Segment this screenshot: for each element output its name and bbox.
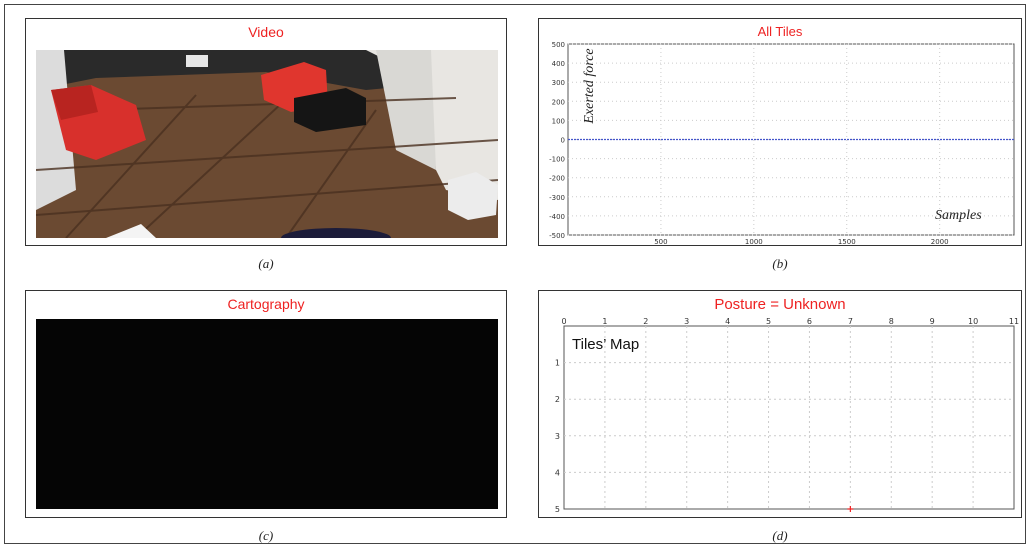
y-tick-label: -200 (549, 175, 565, 183)
x-tick-label: 5 (766, 317, 771, 326)
x-tick-label: 1000 (745, 238, 763, 246)
x-tick-label: 3 (684, 317, 689, 326)
y-tick-label: 1 (555, 359, 560, 368)
x-tick-label: 500 (654, 238, 667, 246)
cartography-title: Cartography (227, 296, 305, 312)
y-tick-label: -500 (549, 232, 565, 240)
tile-point (847, 506, 854, 512)
all-tiles-title: All Tiles (757, 24, 803, 39)
y-tick-label: 500 (552, 41, 565, 49)
posture-panel (538, 290, 1022, 518)
plot-area (563, 325, 1015, 510)
caption-d: (d) (772, 528, 788, 543)
y-tick-label: 300 (552, 79, 565, 87)
y-tick-label: 3 (555, 432, 560, 441)
y-tick-label: -400 (549, 213, 565, 221)
y-tick-label: 100 (552, 117, 565, 125)
y-tick-label: 5 (555, 505, 560, 514)
cartography-map (36, 319, 498, 509)
exerted-force-label: Exerted force (582, 48, 597, 124)
y-tick-label: -300 (549, 194, 565, 202)
caption-a: (a) (258, 256, 274, 271)
x-tick-label: 7 (848, 317, 853, 326)
x-tick-label: 4 (725, 317, 730, 326)
video-frame (36, 50, 498, 238)
tiles-map-label: Tiles’ Map (572, 336, 640, 353)
x-tick-label: 6 (807, 317, 812, 326)
samples-label: Samples (935, 208, 982, 223)
x-tick-label: 1500 (838, 238, 856, 246)
x-tick-label: 1 (602, 317, 607, 326)
x-tick-label: 0 (561, 317, 566, 326)
caption-b: (b) (772, 256, 788, 271)
x-tick-label: 9 (930, 317, 935, 326)
x-tick-label: 2 (643, 317, 648, 326)
x-tick-label: 8 (889, 317, 894, 326)
y-tick-label: 2 (555, 395, 560, 404)
y-tick-label: 400 (552, 60, 565, 68)
video-title: Video (248, 24, 284, 40)
posture-title: Posture = Unknown (714, 296, 846, 313)
x-tick-label: 11 (1009, 317, 1019, 326)
y-tick-label: -100 (549, 156, 565, 164)
caption-c: (c) (258, 528, 274, 543)
figure-frame (4, 4, 1026, 544)
y-tick-label: 0 (561, 137, 565, 145)
x-tick-label: 10 (968, 317, 978, 326)
video-scene (36, 50, 498, 238)
y-tick-label: 200 (552, 98, 565, 106)
x-tick-label: 2000 (931, 238, 949, 246)
all-tiles-panel (538, 18, 1022, 246)
y-tick-label: 4 (555, 468, 560, 477)
